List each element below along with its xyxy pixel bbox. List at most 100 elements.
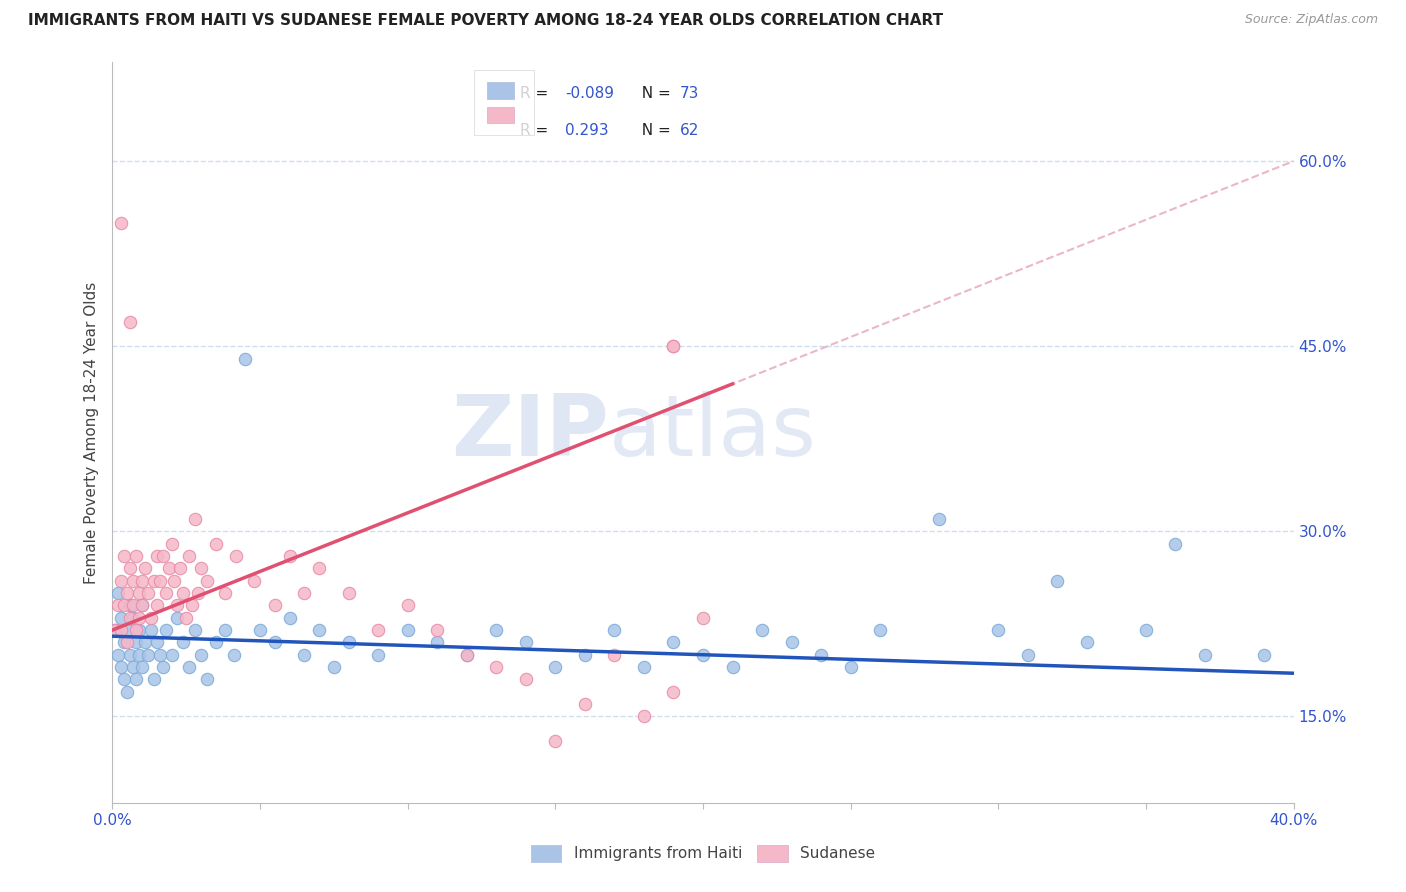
Point (195, 673, 218, 687)
Point (172, 586, 194, 600)
Point (152, 549, 174, 563)
Point (181, 599, 204, 613)
Point (128, 610, 150, 624)
Point (456, 648, 478, 662)
Point (810, 648, 832, 662)
Point (544, 734, 567, 748)
Point (131, 574, 153, 588)
Point (136, 586, 159, 600)
Point (987, 623, 1010, 637)
Point (122, 574, 145, 588)
Text: atlas: atlas (609, 391, 817, 475)
Point (205, 537, 228, 551)
Point (157, 561, 180, 575)
Point (142, 673, 165, 687)
Point (146, 635, 169, 649)
Point (337, 586, 360, 600)
Text: R =: R = (520, 87, 553, 101)
Point (222, 648, 245, 662)
Point (117, 685, 138, 699)
Point (243, 574, 266, 588)
Point (128, 648, 150, 662)
Point (426, 635, 449, 649)
Point (110, 623, 132, 637)
Point (1164, 537, 1187, 551)
Point (278, 549, 301, 563)
Point (125, 623, 148, 637)
Text: N =: N = (633, 87, 676, 101)
Point (131, 660, 153, 674)
Point (337, 635, 360, 649)
Point (166, 599, 188, 613)
Point (426, 623, 449, 637)
Point (134, 635, 156, 649)
Point (603, 648, 626, 662)
Point (169, 561, 191, 575)
Point (780, 635, 803, 649)
Point (456, 648, 478, 662)
Point (485, 623, 508, 637)
Point (633, 660, 655, 674)
Point (928, 512, 950, 526)
Point (172, 635, 194, 649)
Point (139, 623, 162, 637)
Point (662, 339, 685, 353)
Legend: Immigrants from Haiti, Sudanese: Immigrants from Haiti, Sudanese (523, 838, 883, 869)
Text: IMMIGRANTS FROM HAITI VS SUDANESE FEMALE POVERTY AMONG 18-24 YEAR OLDS CORRELATI: IMMIGRANTS FROM HAITI VS SUDANESE FEMALE… (28, 13, 943, 29)
Point (128, 586, 150, 600)
Point (128, 623, 150, 637)
Point (131, 599, 153, 613)
Point (264, 599, 287, 613)
Text: 0.293: 0.293 (565, 123, 609, 138)
Point (692, 610, 714, 624)
Point (179, 660, 201, 674)
Point (149, 574, 172, 588)
Text: 62: 62 (679, 123, 699, 138)
Point (110, 610, 132, 624)
Point (1017, 648, 1039, 662)
Point (323, 660, 346, 674)
Point (149, 648, 172, 662)
Point (249, 623, 271, 637)
Point (308, 623, 330, 637)
Point (721, 660, 744, 674)
Point (107, 586, 129, 600)
Point (120, 315, 142, 329)
Point (139, 610, 162, 624)
Point (112, 549, 135, 563)
Point (633, 709, 655, 723)
Point (574, 648, 596, 662)
Point (1046, 574, 1069, 588)
Point (662, 339, 685, 353)
Point (485, 660, 508, 674)
Point (214, 586, 236, 600)
Point (146, 549, 169, 563)
Point (110, 216, 132, 230)
Point (692, 648, 714, 662)
Text: -0.089: -0.089 (565, 87, 614, 101)
Point (574, 697, 596, 711)
Point (278, 610, 301, 624)
Y-axis label: Female Poverty Among 18-24 Year Olds: Female Poverty Among 18-24 Year Olds (83, 282, 98, 583)
Point (117, 635, 138, 649)
Point (120, 599, 142, 613)
Point (110, 660, 132, 674)
Point (396, 599, 419, 613)
Point (146, 599, 169, 613)
Point (292, 648, 315, 662)
Point (367, 648, 389, 662)
Point (120, 561, 142, 575)
Point (603, 623, 626, 637)
Point (308, 561, 330, 575)
Point (112, 635, 135, 649)
Point (122, 660, 145, 674)
Text: 73: 73 (679, 87, 699, 101)
Point (163, 574, 186, 588)
Point (869, 623, 891, 637)
Point (515, 673, 537, 687)
Point (1223, 833, 1246, 847)
Point (110, 574, 132, 588)
Point (187, 586, 209, 600)
Point (134, 561, 156, 575)
Point (174, 610, 197, 624)
